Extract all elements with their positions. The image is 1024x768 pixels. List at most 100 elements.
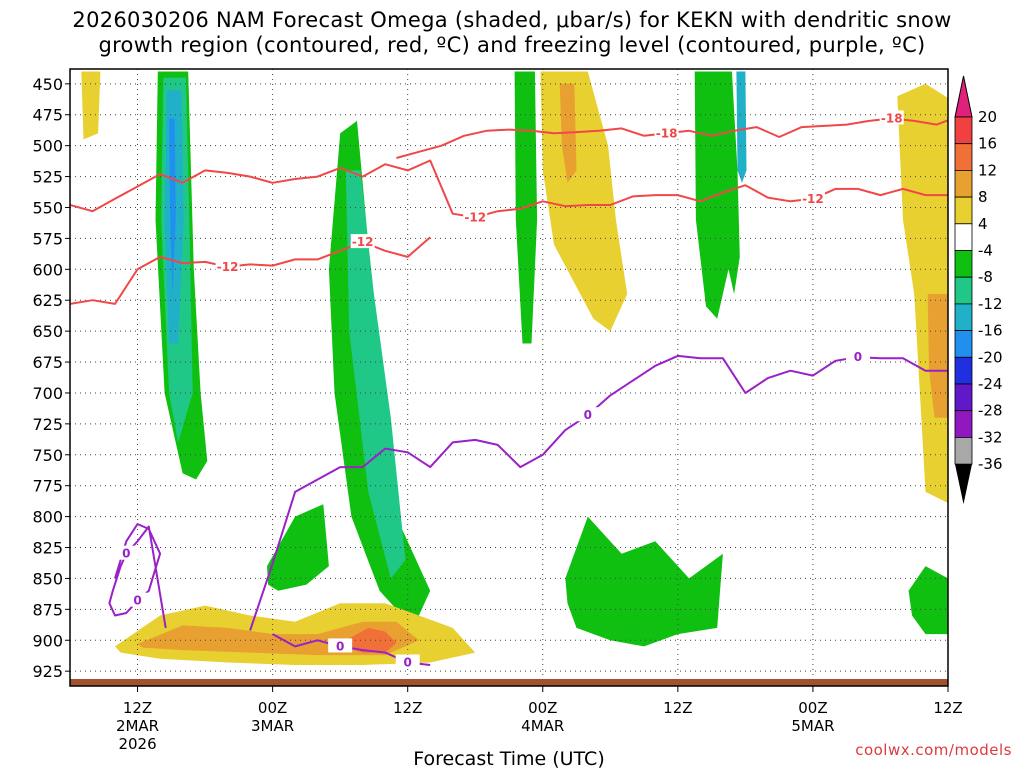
freezing-level-contour-label-1-1: 0 — [122, 547, 130, 561]
colorbar-label-3: 12 — [978, 161, 997, 179]
y-tick-label-700: 700 — [32, 384, 63, 403]
omega-region-20 — [267, 504, 329, 591]
y-tick-label-650: 650 — [32, 322, 63, 341]
colorbar-bin-4 — [954, 196, 973, 225]
colorbar-label-11: -24 — [978, 375, 1003, 393]
colorbar-bin-2 — [954, 143, 973, 171]
freezing-level-contour-label-2-0: 0 — [584, 408, 592, 422]
freezing-level-contour-label-3-0: 0 — [336, 639, 344, 653]
x-tick-label-12-1: 12Z — [123, 699, 152, 717]
dgz-contour-label-bg-3-1 — [350, 234, 375, 249]
y-tick-label-875: 875 — [32, 600, 63, 619]
colorbar-bin-10 — [954, 356, 973, 385]
colorbar-bin-8 — [954, 303, 973, 331]
freezing-level-contour-label-1-0: 0 — [133, 594, 141, 608]
omega-region-12 — [736, 71, 747, 183]
omega-region-18 — [565, 516, 723, 647]
y-tick-label-600: 600 — [32, 260, 63, 279]
dgz-contour-label-bg-2-1 — [800, 190, 825, 205]
y-tick-label-500: 500 — [32, 137, 63, 156]
omega-region-1 — [81, 71, 101, 140]
colorbar-label-12: -28 — [978, 402, 1003, 420]
freezing-level-contour-label-bg-2-0 — [575, 407, 600, 422]
dgz-contour-label-bg-1-1 — [879, 110, 904, 125]
y-tick-label-525: 525 — [32, 168, 63, 187]
y-tick-label-625: 625 — [32, 291, 63, 310]
y-tick-label-800: 800 — [32, 508, 63, 527]
colorbar-label-5: 4 — [978, 215, 988, 233]
x-tick-label-48-1: 00Z — [528, 699, 557, 717]
colorbar-label-14: -36 — [978, 455, 1003, 473]
freezing-level-contour-label-3-1: 0 — [404, 656, 412, 670]
colorbar-bin-6 — [954, 250, 973, 278]
plot-area — [70, 69, 948, 686]
x-tick-label-72-1: 00Z — [798, 699, 827, 717]
chart-title-line2: growth region (contoured, red, ºC) and f… — [98, 33, 926, 57]
x-tick-label-12-2: 2MAR — [116, 717, 159, 735]
y-tick-label-775: 775 — [32, 477, 63, 496]
freezing-level-contour-label-2-1: 0 — [854, 350, 862, 364]
colorbar-bin-1 — [954, 116, 973, 145]
freezing-level-contour-label-bg-1-1 — [114, 545, 139, 560]
dgz-contour-label-bg-3-0 — [215, 258, 240, 273]
x-axis-title: Forecast Time (UTC) — [413, 748, 604, 768]
dgz-contour-label-1-0: -18 — [656, 126, 678, 140]
y-tick-label-550: 550 — [32, 198, 63, 217]
x-tick-label-36-1: 12Z — [393, 699, 422, 717]
colorbar-label-10: -20 — [978, 348, 1003, 366]
freezing-level-contour-label-bg-1-0 — [125, 592, 150, 607]
colorbar-bin-12 — [954, 410, 973, 438]
ground-terrain — [70, 679, 948, 686]
x-tick-label-12-3: 2026 — [118, 735, 156, 753]
colorbar-label-8: -12 — [978, 295, 1003, 313]
y-tick-label-750: 750 — [32, 446, 63, 465]
dgz-contour-label-bg-1-0 — [654, 125, 679, 140]
colorbar-label-9: -16 — [978, 322, 1003, 340]
colorbar-bin-11 — [954, 383, 973, 412]
x-tick-label-24-2: 3MAR — [251, 717, 294, 735]
omega-region-19 — [908, 566, 948, 635]
x-tick-label-84-1: 12Z — [933, 699, 962, 717]
y-tick-label-825: 825 — [32, 539, 63, 558]
omega-region-14 — [927, 294, 948, 418]
y-tick-label-675: 675 — [32, 353, 63, 372]
colorbar-bottom-arrow — [955, 464, 972, 505]
dgz-contour-label-3-1: -12 — [352, 235, 374, 249]
colorbar-top-arrow — [954, 75, 973, 118]
x-tick-label-60-1: 12Z — [663, 699, 692, 717]
dgz-contour-label-1-1: -18 — [881, 111, 903, 125]
dgz-contour-2 — [70, 159, 948, 219]
colorbar-bin-13 — [954, 436, 973, 465]
colorbar-bin-5 — [954, 223, 973, 251]
colorbar-label-7: -8 — [978, 268, 993, 286]
freezing-level-contour-label-bg-3-1 — [395, 654, 420, 669]
y-tick-label-475: 475 — [32, 106, 63, 125]
colorbar-label-1: 20 — [978, 108, 997, 126]
x-tick-label-72-2: 5MAR — [791, 717, 834, 735]
y-tick-label-450: 450 — [32, 75, 63, 94]
y-tick-label-900: 900 — [32, 631, 63, 650]
freezing-level-contour-label-bg-3-0 — [328, 638, 353, 653]
x-tick-label-48-2: 4MAR — [521, 717, 564, 735]
x-tick-label-24-1: 00Z — [258, 699, 287, 717]
chart-title-line1: 2026030206 NAM Forecast Omega (shaded, μ… — [72, 8, 952, 32]
y-tick-label-725: 725 — [32, 415, 63, 434]
colorbar-label-2: 16 — [978, 135, 997, 153]
y-tick-label-575: 575 — [32, 229, 63, 248]
dgz-contour-label-2-0: -12 — [464, 210, 486, 224]
source-credit: coolwx.com/models — [855, 741, 1012, 759]
colorbar-label-6: -4 — [978, 242, 993, 260]
colorbar-label-4: 8 — [978, 188, 988, 206]
dgz-contour-label-3-0: -12 — [217, 260, 239, 274]
colorbar-bin-9 — [954, 330, 973, 358]
plot-frame — [69, 68, 949, 687]
omega-region-7 — [345, 170, 406, 579]
y-tick-label-850: 850 — [32, 569, 63, 588]
omega-region-17 — [345, 627, 397, 653]
colorbar-bin-7 — [954, 276, 973, 305]
dgz-contour-label-2-1: -12 — [802, 192, 824, 206]
colorbar-label-13: -32 — [978, 428, 1003, 446]
omega-region-5 — [169, 118, 176, 294]
dgz-contour-label-bg-2-0 — [463, 209, 488, 224]
